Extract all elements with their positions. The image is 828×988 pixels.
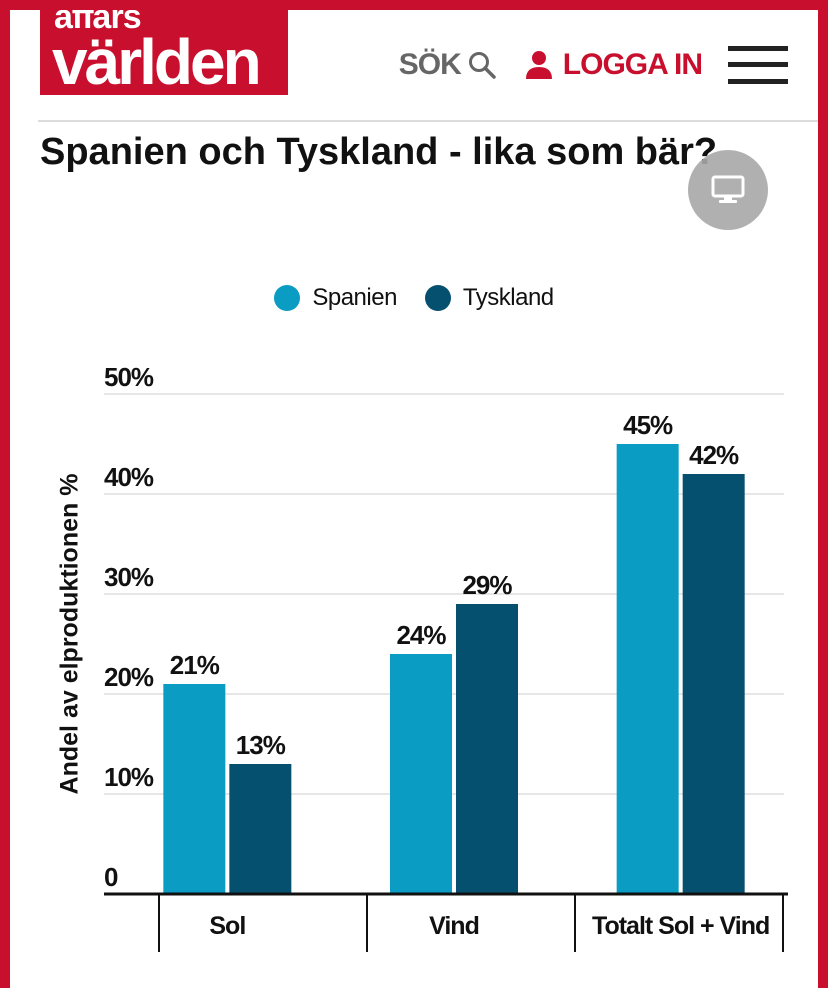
- login-label: LOGGA IN: [562, 48, 703, 81]
- logo-bottom-text: världen: [52, 26, 262, 95]
- bar: [163, 684, 226, 894]
- page: affärs världen SÖK LOGGA IN Spanien och …: [10, 10, 818, 988]
- y-tick-label: 0: [104, 862, 118, 892]
- y-tick-label: 30%: [104, 562, 154, 592]
- data-label: 13%: [236, 730, 286, 760]
- x-tick-label: Vind: [429, 912, 479, 940]
- user-icon: [525, 51, 552, 79]
- bar-chart: 0 10% 20% 30% 40% 50% 21% 13% Sol 24% 29% Vind 45% 42…: [104, 362, 788, 952]
- y-tick-label: 10%: [104, 762, 154, 792]
- bar: [616, 444, 679, 894]
- y-tick-label: 40%: [104, 462, 154, 492]
- legend-dot-tyskland: [424, 285, 451, 311]
- legend-label-tyskland: Tyskland: [462, 284, 554, 311]
- x-tick-label: Totalt Sol + Vind: [592, 912, 769, 940]
- data-label: 42%: [689, 440, 739, 470]
- header-tools: SÖK LOGGA IN: [399, 40, 788, 90]
- x-tick-label: Sol: [209, 912, 245, 940]
- logo-top-text: affärs: [54, 10, 142, 36]
- screen-mode-button[interactable]: [688, 150, 768, 230]
- bar: [390, 654, 452, 894]
- legend-label-spanien: Spanien: [312, 284, 397, 311]
- data-label: 24%: [396, 620, 446, 650]
- data-label: 21%: [170, 650, 220, 680]
- search-button[interactable]: SÖK: [399, 48, 497, 82]
- data-label: 45%: [623, 410, 673, 440]
- hamburger-menu-icon[interactable]: [728, 44, 788, 86]
- chart-legend: Spanien Tyskland: [10, 284, 818, 312]
- legend-dot-spanien: [274, 285, 301, 311]
- y-tick-label: 20%: [104, 662, 154, 692]
- bar: [682, 474, 745, 894]
- bar: [229, 764, 292, 894]
- search-label: SÖK: [398, 48, 462, 81]
- y-tick-label: 50%: [104, 362, 154, 392]
- data-label: 29%: [462, 570, 512, 600]
- search-icon: [468, 52, 496, 79]
- header-divider: [38, 120, 818, 122]
- bar: [456, 604, 518, 894]
- login-button[interactable]: LOGGA IN: [525, 48, 703, 82]
- monitor-icon: [711, 175, 745, 203]
- legend-item-spanien[interactable]: Spanien: [274, 284, 397, 312]
- site-logo[interactable]: affärs världen: [40, 10, 288, 95]
- legend-item-tyskland[interactable]: Tyskland: [424, 284, 554, 312]
- article-title: Spanien och Tyskland - lika som bär?: [40, 131, 718, 173]
